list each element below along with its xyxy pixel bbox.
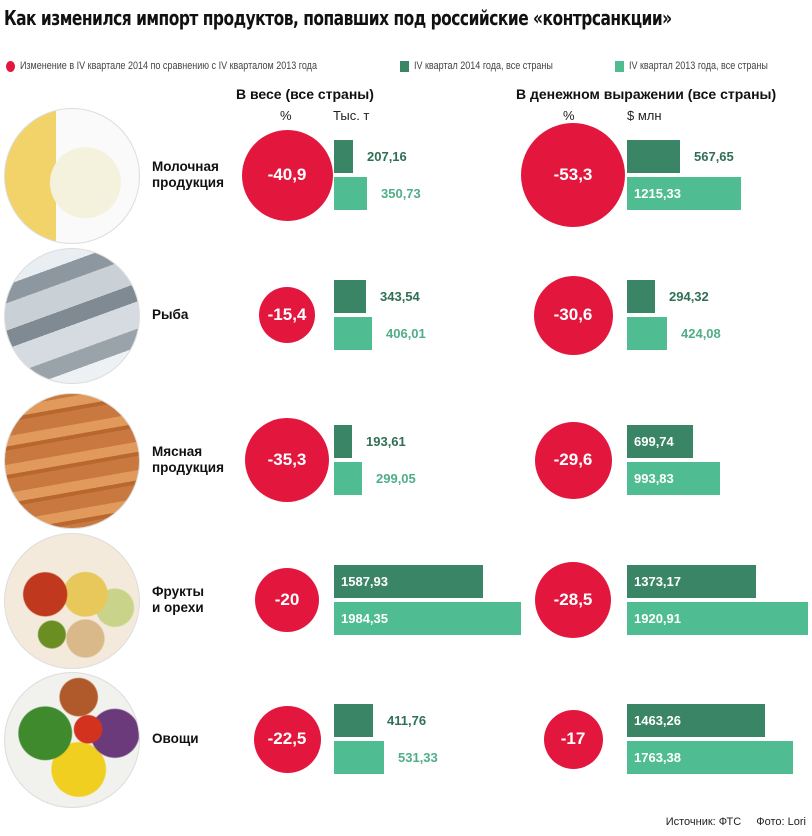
money-bar-2013 bbox=[627, 741, 793, 774]
weight-value-2013: 406,01 bbox=[386, 326, 426, 341]
money-change-bubble: -28,5 bbox=[535, 562, 611, 638]
weight-change-bubble: -35,3 bbox=[245, 418, 329, 502]
category-label: Рыба bbox=[152, 307, 189, 322]
money-unit-label: $ млн bbox=[627, 108, 662, 123]
legend-item-2014: IV квартал 2014 года, все страны bbox=[400, 60, 553, 72]
money-value-2014: 1463,26 bbox=[634, 713, 681, 728]
money-change-bubble: -29,6 bbox=[534, 421, 612, 499]
legend: Изменение в IV квартале 2014 по сравнени… bbox=[0, 60, 812, 76]
legend-label: IV квартал 2014 года, все страны bbox=[413, 60, 553, 72]
legend-item-2013: IV квартал 2013 года, все страны bbox=[615, 60, 768, 72]
vegetables-photo bbox=[4, 672, 140, 808]
weight-value-2014: 411,76 bbox=[387, 713, 427, 728]
weight-bar-2014 bbox=[334, 280, 366, 313]
legend-item-change: Изменение в IV квартале 2014 по сравнени… bbox=[6, 60, 317, 72]
money-value-2013: 1920,91 bbox=[634, 611, 681, 626]
category-row: Мясная продукция -35,3 193,61 299,05 -29,6 69… bbox=[0, 393, 812, 529]
category-label: Молочная продукция bbox=[152, 159, 224, 190]
weight-value-2013: 531,33 bbox=[398, 750, 438, 765]
money-bar-2014 bbox=[627, 565, 756, 598]
legend-label: Изменение в IV квартале 2014 по сравнени… bbox=[19, 60, 317, 72]
legend-label: IV квартал 2013 года, все страны bbox=[628, 60, 768, 72]
money-bar-2014 bbox=[627, 280, 655, 313]
weight-bar-2013 bbox=[334, 317, 372, 350]
money-bar-2013 bbox=[627, 602, 808, 635]
footer: Источник: ФТС Фото: Lori bbox=[654, 816, 806, 828]
legend-square-icon bbox=[400, 60, 410, 72]
category-row: Рыба -15,4 343,54 406,01 -30,6 294,32 424,08 bbox=[0, 248, 812, 384]
weight-value-2014: 343,54 bbox=[380, 289, 420, 304]
money-value-2013: 424,08 bbox=[681, 326, 721, 341]
money-value-2013: 1763,38 bbox=[634, 750, 681, 765]
weight-bar-2013 bbox=[334, 741, 384, 774]
source-note: Источник: ФТС bbox=[665, 816, 742, 828]
category-label: Овощи bbox=[152, 731, 199, 746]
weight-bar-2013 bbox=[334, 602, 521, 635]
money-bar-2013 bbox=[627, 317, 667, 350]
money-bar-2014 bbox=[627, 425, 693, 458]
legend-circle-icon bbox=[6, 60, 16, 72]
money-bar-2014 bbox=[627, 140, 680, 173]
fruits-nuts-photo bbox=[4, 533, 140, 669]
weight-value-2014: 207,16 bbox=[367, 149, 407, 164]
weight-value-2014: 193,61 bbox=[366, 434, 406, 449]
money-bar-2013 bbox=[627, 177, 741, 210]
legend-square-icon bbox=[615, 60, 625, 72]
money-pct-label: % bbox=[563, 108, 575, 123]
money-value-2014: 1373,17 bbox=[634, 574, 681, 589]
money-bar-2013 bbox=[627, 462, 720, 495]
money-bar-2014 bbox=[627, 704, 765, 737]
weight-value-2013: 299,05 bbox=[376, 471, 416, 486]
weight-change-bubble: -15,4 bbox=[259, 287, 315, 343]
weight-column-title: В весе (все страны) bbox=[236, 86, 374, 102]
sausages-photo bbox=[4, 393, 140, 529]
weight-bar-2014 bbox=[334, 425, 352, 458]
weight-pct-label: % bbox=[280, 108, 292, 123]
weight-bar-2013 bbox=[334, 462, 362, 495]
category-row: Фрукты и орехи -20 1587,93 1984,35 -28,5 1373… bbox=[0, 533, 812, 669]
weight-change-bubble: -20 bbox=[255, 568, 319, 632]
money-change-bubble: -17 bbox=[543, 709, 603, 769]
weight-value-2013: 1984,35 bbox=[341, 611, 388, 626]
weight-value-2014: 1587,93 bbox=[341, 574, 388, 589]
money-change-bubble: -53,3 bbox=[521, 123, 625, 227]
category-row: Овощи -22,5 411,76 531,33 -17 1463,26 1763,38 bbox=[0, 672, 812, 808]
category-row: Молочная продукция -40,9 207,16 350,73 -53,3… bbox=[0, 108, 812, 244]
weight-bar-2013 bbox=[334, 177, 367, 210]
money-value-2014: 699,74 bbox=[634, 434, 674, 449]
weight-change-bubble: -22,5 bbox=[253, 705, 321, 773]
money-value-2014: 294,32 bbox=[669, 289, 709, 304]
photo-credit: Фото: Lori bbox=[756, 816, 806, 828]
weight-change-bubble: -40,9 bbox=[241, 129, 333, 221]
weight-value-2013: 350,73 bbox=[381, 186, 421, 201]
money-column-title: В денежном выражении (все страны) bbox=[516, 86, 777, 102]
money-value-2013: 993,83 bbox=[634, 471, 674, 486]
category-label: Мясная продукция bbox=[152, 444, 224, 475]
category-label: Фрукты и орехи bbox=[152, 584, 204, 615]
money-change-bubble: -30,6 bbox=[533, 275, 613, 355]
chart-title: Как изменился импорт продуктов, попавших… bbox=[4, 6, 672, 30]
weight-bar-2014 bbox=[334, 140, 353, 173]
money-value-2013: 1215,33 bbox=[634, 186, 681, 201]
money-value-2014: 567,65 bbox=[694, 149, 734, 164]
milk-cheese-photo bbox=[4, 108, 140, 244]
weight-bar-2014 bbox=[334, 704, 373, 737]
weight-unit-label: Тыс. т bbox=[333, 108, 370, 123]
weight-bar-2014 bbox=[334, 565, 483, 598]
fish-photo bbox=[4, 248, 140, 384]
